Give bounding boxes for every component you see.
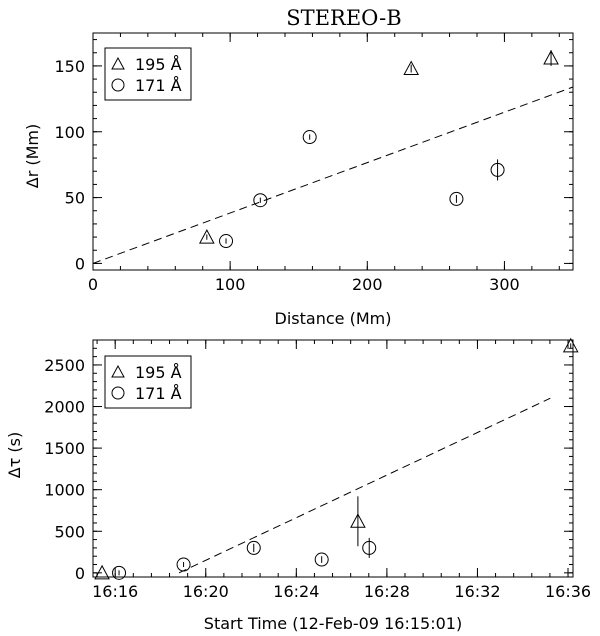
triangle-point	[198, 229, 215, 244]
top-chart: STEREO-B Distance (Mm) Δr (Mm) 0 100 200 30…	[23, 6, 574, 328]
y-tick-label: 0	[75, 254, 85, 273]
circle-point	[490, 162, 505, 177]
y-tick-label: 50	[65, 189, 85, 208]
triangle-point	[403, 60, 420, 76]
y-tick-label: 2000	[44, 398, 85, 417]
x-tick-label: 16:20	[183, 582, 229, 601]
triangle-point	[94, 564, 110, 580]
plot-frame	[92, 32, 574, 271]
y-axis-label: Δr (Mm)	[23, 124, 42, 188]
legend-circle-icon	[111, 78, 125, 92]
y-tick-label: 1500	[44, 439, 85, 458]
legend: 195 Å 171 Å	[104, 355, 192, 409]
plot-marks: 0 100 200 300 0 50 100 150	[54, 33, 574, 294]
x-tick-label: 100	[215, 275, 246, 294]
triangle-point	[350, 513, 366, 528]
legend-entry-195: 195 Å	[135, 55, 182, 74]
x-tick-label: 16:36	[545, 582, 591, 601]
circle-point	[176, 557, 191, 572]
y-tick-label: 2500	[44, 356, 85, 375]
fit-line	[178, 397, 551, 574]
x-tick-label: 16:16	[92, 582, 138, 601]
chart-title: STEREO-B	[286, 6, 401, 30]
y-tick-label: 0	[75, 564, 85, 583]
legend: 195 Å 171 Å	[104, 47, 192, 101]
x-axis-label: Distance (Mm)	[275, 309, 392, 328]
triangle-point	[562, 337, 579, 353]
plot-marks: 16:16 16:20 16:24 16:28 16:32 16:36 0 500 1000 15…	[44, 337, 591, 601]
plot-frame	[92, 339, 574, 578]
legend-entry-171: 171 Å	[135, 384, 182, 403]
legend-triangle-icon	[111, 56, 125, 70]
x-tick-label: 16:28	[364, 582, 410, 601]
y-tick-label: 1000	[44, 481, 85, 500]
circle-point	[362, 540, 377, 555]
legend-entry-195: 195 Å	[135, 363, 182, 382]
fit-line	[92, 86, 574, 264]
triangle-point	[543, 49, 559, 65]
y-tick-label: 500	[54, 522, 85, 541]
circle-point	[219, 234, 234, 249]
x-axis-label: Start Time (12-Feb-09 16:15:01)	[204, 614, 462, 633]
legend-entry-171: 171 Å	[135, 76, 182, 95]
circle-point	[449, 191, 464, 206]
x-tick-label: 16:24	[273, 582, 319, 601]
x-tick-label: 200	[352, 275, 383, 294]
legend-triangle-icon	[111, 364, 125, 378]
x-tick-label: 300	[489, 275, 520, 294]
legend-circle-icon	[111, 386, 125, 400]
circle-point	[246, 540, 261, 555]
circle-point	[314, 552, 329, 567]
x-tick-label: 16:32	[454, 582, 500, 601]
x-tick-label: 0	[88, 275, 98, 294]
y-tick-label: 100	[54, 123, 85, 142]
y-axis-label: Δτ (s)	[5, 432, 24, 478]
circle-point	[112, 565, 127, 580]
circle-point	[253, 193, 268, 208]
circle-point	[302, 130, 317, 145]
bottom-chart: Start Time (12-Feb-09 16:15:01) Δτ (s) 1…	[5, 337, 591, 633]
y-tick-label: 150	[54, 57, 85, 76]
